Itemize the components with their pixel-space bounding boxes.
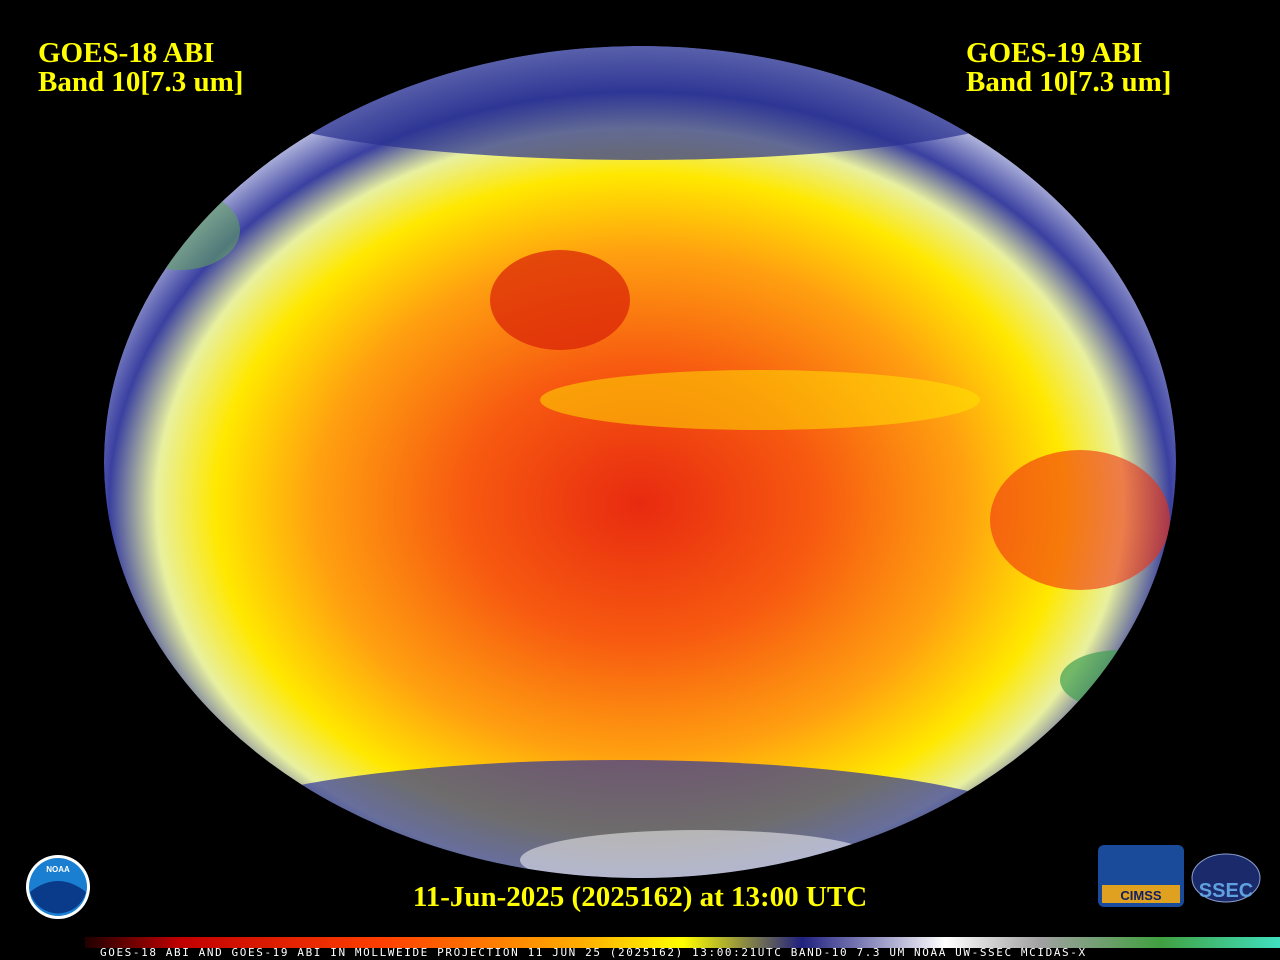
logo-wave xyxy=(30,881,86,914)
logo-text: SSEC xyxy=(1199,880,1253,902)
color-bar xyxy=(85,937,1280,948)
right-band: Band 10[7.3 um] xyxy=(966,66,1171,98)
colorbar-caption: GOES-18 ABI AND GOES-19 ABI IN MOLLWEIDE… xyxy=(100,946,1087,959)
left-band: Band 10[7.3 um] xyxy=(38,66,243,98)
dry-area xyxy=(990,450,1170,590)
left-satellite: GOES-18 ABI xyxy=(38,37,214,69)
cloud-band xyxy=(540,370,980,430)
logo-band xyxy=(1102,885,1180,903)
dry-area xyxy=(490,250,630,350)
noaa-logo: NOAA xyxy=(26,855,90,919)
logo-text: CIMSS xyxy=(1120,888,1162,903)
right-satellite: GOES-19 ABI xyxy=(966,37,1142,69)
timestamp: 11-Jun-2025 (2025162) at 13:00 UTC xyxy=(413,881,867,913)
ssec-logo: SSEC xyxy=(1191,853,1261,903)
logo-disc xyxy=(1191,853,1261,903)
globe-disc xyxy=(104,46,1176,878)
logo-text: NOAA xyxy=(46,865,70,874)
cimss-logo: CIMSS xyxy=(1098,845,1184,907)
